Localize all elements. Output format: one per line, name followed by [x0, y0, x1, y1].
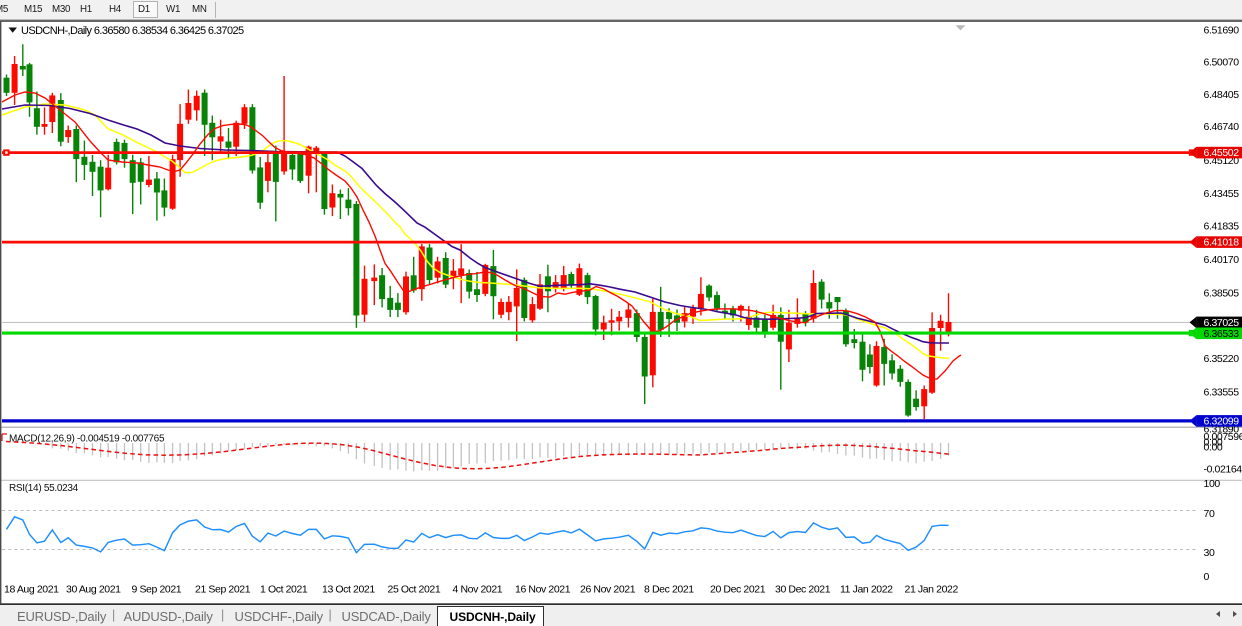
svg-text:6.40170: 6.40170 — [1204, 254, 1240, 266]
svg-text:100: 100 — [1204, 478, 1221, 490]
svg-text:6.48405: 6.48405 — [1204, 89, 1240, 101]
svg-text:0: 0 — [1204, 571, 1210, 583]
svg-text:20 Dec 2021: 20 Dec 2021 — [710, 584, 766, 596]
svg-text:16 Nov 2021: 16 Nov 2021 — [515, 584, 571, 596]
svg-text:6.33555: 6.33555 — [1204, 387, 1240, 399]
svg-text:70: 70 — [1204, 508, 1215, 520]
svg-text:6.41835: 6.41835 — [1204, 221, 1240, 233]
svg-text:MACD(12,26,9) -0.004519 -0.007: MACD(12,26,9) -0.004519 -0.007765 — [9, 434, 165, 445]
svg-text:30 Aug 2021: 30 Aug 2021 — [66, 584, 121, 596]
svg-text:6.46740: 6.46740 — [1204, 121, 1240, 133]
svg-text:6.51690: 6.51690 — [1204, 25, 1240, 37]
svg-text:4 Nov 2021: 4 Nov 2021 — [453, 584, 503, 596]
svg-text:1 Oct 2021: 1 Oct 2021 — [260, 584, 308, 596]
svg-text:6.32099: 6.32099 — [1204, 416, 1240, 428]
svg-text:0.007596: 0.007596 — [1204, 431, 1242, 443]
svg-text:0.00: 0.00 — [1204, 437, 1223, 449]
svg-text:18 Aug 2021: 18 Aug 2021 — [4, 584, 59, 596]
svg-text:6.41018: 6.41018 — [1204, 237, 1240, 249]
svg-text:11 Jan 2022: 11 Jan 2022 — [840, 584, 893, 596]
svg-text:6.50070: 6.50070 — [1204, 57, 1240, 69]
svg-text:6.43455: 6.43455 — [1204, 188, 1240, 200]
svg-text:26 Nov 2021: 26 Nov 2021 — [580, 584, 636, 596]
svg-text:25 Oct 2021: 25 Oct 2021 — [388, 584, 441, 596]
svg-text:21 Sep 2021: 21 Sep 2021 — [195, 584, 251, 596]
svg-text:USDCNH-,Daily 6.36580 6.38534: USDCNH-,Daily 6.36580 6.38534 6.36425 6.… — [21, 25, 244, 37]
svg-text:6.35220: 6.35220 — [1204, 353, 1240, 365]
svg-text:6.38505: 6.38505 — [1204, 287, 1240, 299]
svg-text:13 Oct 2021: 13 Oct 2021 — [322, 584, 375, 596]
svg-text:-0.02164: -0.02164 — [1204, 464, 1242, 476]
svg-text:21 Jan 2022: 21 Jan 2022 — [905, 584, 959, 596]
svg-text:8 Dec 2021: 8 Dec 2021 — [644, 584, 694, 596]
svg-text:0.00: 0.00 — [1204, 441, 1223, 453]
svg-text:30 Dec 2021: 30 Dec 2021 — [775, 584, 831, 596]
svg-text:9 Sep 2021: 9 Sep 2021 — [132, 584, 182, 596]
svg-text:6.37025: 6.37025 — [1204, 317, 1240, 329]
svg-text:6.45502: 6.45502 — [1204, 147, 1240, 159]
svg-text:6.36533: 6.36533 — [1204, 328, 1240, 340]
svg-text:RSI(14) 55.0234: RSI(14) 55.0234 — [9, 483, 79, 494]
svg-text:30: 30 — [1204, 547, 1215, 559]
